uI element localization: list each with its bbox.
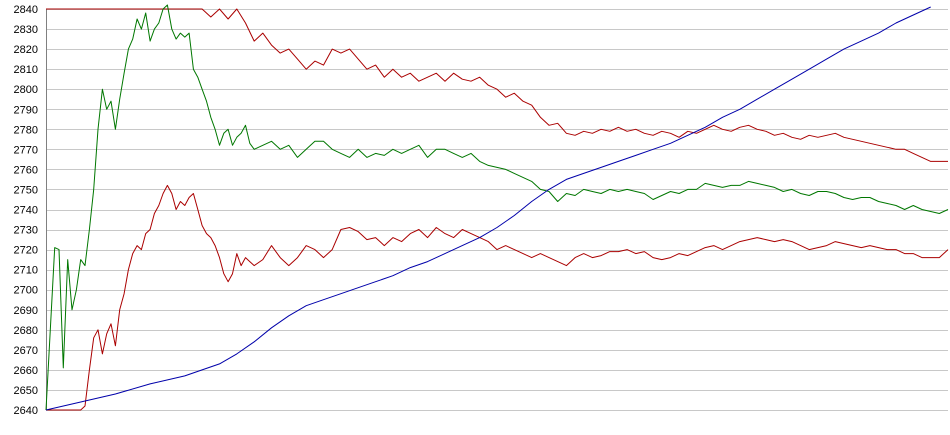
series-lines [45, 4, 949, 411]
y-tick-label-2780: 2780 [14, 124, 38, 136]
series-line-middle [45, 4, 949, 411]
y-tick-label-2650: 2650 [14, 385, 38, 397]
y-tick-label-2760: 2760 [14, 164, 38, 176]
y-tick-label-2690: 2690 [14, 305, 38, 317]
y-tick-label-2820: 2820 [14, 44, 38, 56]
y-tick-label-2790: 2790 [14, 104, 38, 116]
y-tick-label-2840: 2840 [14, 4, 38, 16]
y-tick-label-2730: 2730 [14, 225, 38, 237]
grid-lines [46, 9, 948, 411]
y-tick-label-2740: 2740 [14, 205, 38, 217]
y-tick-label-2710: 2710 [14, 265, 38, 277]
y-tick-label-2770: 2770 [14, 144, 38, 156]
y-tick-label-2640: 2640 [14, 405, 38, 417]
y-tick-label-2800: 2800 [14, 84, 38, 96]
y-tick-label-2700: 2700 [14, 285, 38, 297]
y-tick-label-2830: 2830 [14, 24, 38, 36]
series-line-trend [45, 6, 931, 411]
y-tick-label-2750: 2750 [14, 184, 38, 196]
y-axis-tick-labels: 2640 2650 2660 2670 2680 2690 2700 2710 2720 2730… [14, 4, 38, 417]
series-line-lower [46, 184, 949, 411]
y-tick-label-2680: 2680 [14, 325, 38, 337]
y-tick-label-2810: 2810 [14, 64, 38, 76]
y-tick-label-2670: 2670 [14, 345, 38, 357]
y-tick-label-2720: 2720 [14, 245, 38, 257]
series-line-upper [46, 8, 948, 162]
y-tick-label-2660: 2660 [14, 365, 38, 377]
